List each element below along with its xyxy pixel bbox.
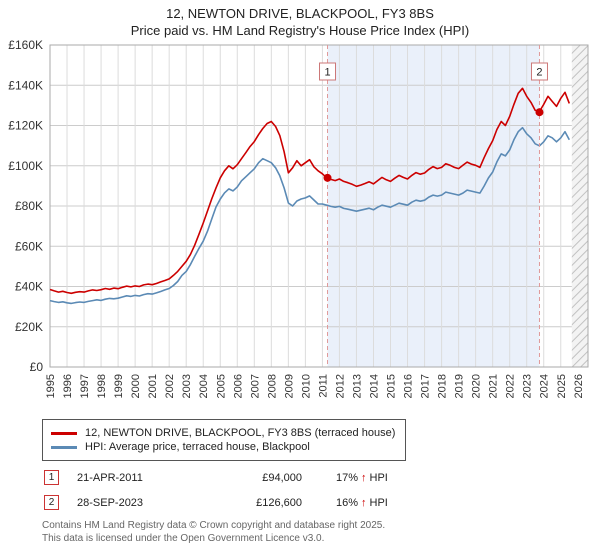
svg-text:2025: 2025: [556, 374, 568, 398]
svg-text:£120K: £120K: [8, 119, 43, 133]
svg-text:£140K: £140K: [8, 78, 43, 92]
svg-text:1999: 1999: [113, 374, 125, 398]
up-arrow-icon: ↑: [361, 496, 367, 509]
svg-text:2002: 2002: [164, 374, 176, 398]
svg-text:£160K: £160K: [8, 39, 43, 52]
sale-date-2: 28-SEP-2023: [77, 496, 144, 509]
svg-text:2021: 2021: [488, 374, 500, 398]
sales-list: 1 21-APR-2011 £94,000 17% ↑ HPI 2 28-SEP-2…: [44, 470, 600, 510]
svg-text:2000: 2000: [130, 374, 142, 398]
svg-text:£20K: £20K: [15, 320, 43, 334]
svg-text:2019: 2019: [454, 374, 466, 398]
svg-text:2011: 2011: [317, 374, 329, 398]
svg-text:1998: 1998: [96, 374, 108, 398]
svg-text:1996: 1996: [62, 374, 74, 398]
svg-text:2018: 2018: [437, 374, 449, 398]
footer: Contains HM Land Registry data © Crown c…: [42, 520, 600, 545]
svg-text:2003: 2003: [181, 374, 193, 398]
svg-text:£0: £0: [30, 360, 44, 374]
legend-label-hpi: HPI: Average price, terraced house, Blac…: [85, 441, 310, 453]
svg-text:2009: 2009: [283, 374, 295, 398]
svg-text:2004: 2004: [198, 374, 210, 398]
svg-text:£40K: £40K: [15, 280, 43, 294]
sale-hpi-label-2: HPI: [369, 496, 388, 509]
legend-swatch-property: [51, 431, 77, 435]
legend-item-hpi: HPI: Average price, terraced house, Blac…: [51, 441, 395, 453]
sale-hpi-pct-2: 16%: [336, 496, 359, 509]
sale-hpi-pct-1: 17%: [336, 471, 359, 484]
svg-text:2012: 2012: [334, 374, 346, 398]
sale-row-2: 2 28-SEP-2023 £126,600 16% ↑ HPI: [44, 495, 600, 510]
legend-box: 12, NEWTON DRIVE, BLACKPOOL, FY3 8BS (te…: [42, 419, 407, 461]
svg-text:2014: 2014: [368, 374, 380, 398]
svg-text:1995: 1995: [45, 374, 57, 398]
svg-text:2024: 2024: [539, 374, 551, 398]
sale-number-badge-1: 1: [44, 470, 59, 485]
sale-row-1: 1 21-APR-2011 £94,000 17% ↑ HPI: [44, 470, 600, 485]
sale-price-1: £94,000: [262, 471, 302, 484]
svg-text:£100K: £100K: [8, 159, 43, 173]
price-chart: £0 £20K £40K £60K £80K £100K £120K £140K £160K 19…: [8, 39, 589, 398]
svg-text:2006: 2006: [232, 374, 244, 398]
svg-text:2005: 2005: [215, 374, 227, 398]
svg-text:2015: 2015: [386, 374, 398, 398]
legend-item-property: 12, NEWTON DRIVE, BLACKPOOL, FY3 8BS (te…: [51, 427, 395, 439]
chart-header: 12, NEWTON DRIVE, BLACKPOOL, FY3 8BS Pri…: [0, 0, 600, 39]
svg-text:2016: 2016: [403, 374, 415, 398]
sale-price-2: £126,600: [256, 496, 302, 509]
svg-text:£80K: £80K: [15, 199, 43, 213]
sale-hpi-1: 17% ↑ HPI: [336, 472, 388, 484]
svg-text:1: 1: [324, 67, 330, 79]
up-arrow-icon: ↑: [361, 471, 367, 484]
svg-text:1997: 1997: [79, 374, 91, 398]
svg-text:2: 2: [536, 67, 542, 79]
footer-line-1: Contains HM Land Registry data © Crown c…: [42, 520, 386, 531]
svg-text:2008: 2008: [266, 374, 278, 398]
svg-text:2026: 2026: [573, 374, 585, 398]
sale-hpi-label-1: HPI: [369, 471, 388, 484]
page-title: 12, NEWTON DRIVE, BLACKPOOL, FY3 8BS: [166, 6, 434, 21]
svg-text:2007: 2007: [249, 374, 261, 398]
svg-text:2001: 2001: [147, 374, 159, 398]
legend-label-property: 12, NEWTON DRIVE, BLACKPOOL, FY3 8BS (te…: [85, 427, 396, 439]
footer-line-2: This data is licensed under the Open Gov…: [42, 532, 325, 544]
sale-hpi-2: 16% ↑ HPI: [336, 497, 388, 509]
svg-text:2020: 2020: [471, 374, 483, 398]
page-subtitle: Price paid vs. HM Land Registry's House …: [130, 23, 470, 38]
svg-text:2013: 2013: [351, 374, 363, 398]
sale-number-badge-2: 2: [44, 495, 59, 510]
svg-text:£60K: £60K: [15, 239, 43, 253]
svg-text:2023: 2023: [522, 374, 534, 398]
legend-swatch-hpi: [51, 445, 77, 449]
svg-text:2022: 2022: [505, 374, 517, 398]
svg-text:2017: 2017: [420, 374, 432, 398]
svg-text:2010: 2010: [300, 374, 312, 398]
sale-date-1: 21-APR-2011: [77, 471, 143, 484]
